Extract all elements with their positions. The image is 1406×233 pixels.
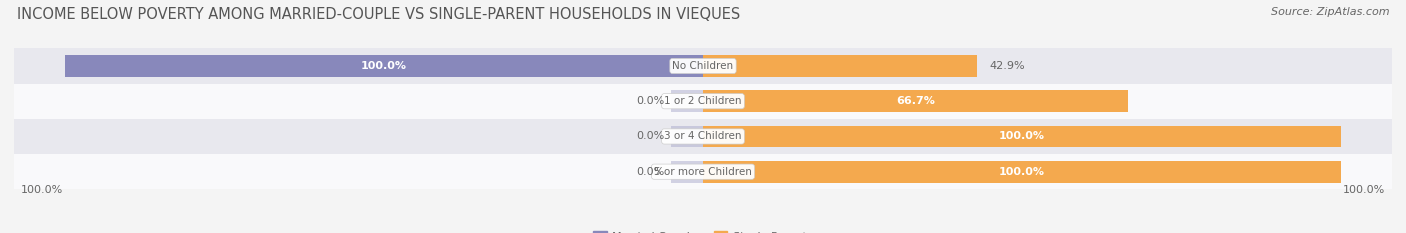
Text: 3 or 4 Children: 3 or 4 Children [664, 131, 742, 141]
Text: No Children: No Children [672, 61, 734, 71]
Bar [671, 90, 703, 112]
Text: 100.0%: 100.0% [1343, 185, 1385, 195]
Bar [65, 55, 703, 77]
Bar [703, 126, 1341, 147]
Bar [1, 84, 1405, 119]
Text: 100.0%: 100.0% [998, 131, 1045, 141]
Text: 100.0%: 100.0% [361, 61, 408, 71]
Text: 66.7%: 66.7% [896, 96, 935, 106]
Text: INCOME BELOW POVERTY AMONG MARRIED-COUPLE VS SINGLE-PARENT HOUSEHOLDS IN VIEQUES: INCOME BELOW POVERTY AMONG MARRIED-COUPL… [17, 7, 740, 22]
Bar [671, 161, 703, 183]
Text: 5 or more Children: 5 or more Children [654, 167, 752, 177]
Text: 42.9%: 42.9% [990, 61, 1025, 71]
Text: 100.0%: 100.0% [21, 185, 63, 195]
Text: 1 or 2 Children: 1 or 2 Children [664, 96, 742, 106]
Text: 0.0%: 0.0% [637, 96, 665, 106]
Bar [1, 154, 1405, 189]
Bar [703, 90, 1129, 112]
Text: 0.0%: 0.0% [637, 131, 665, 141]
Text: Source: ZipAtlas.com: Source: ZipAtlas.com [1271, 7, 1389, 17]
Bar [1, 119, 1405, 154]
Text: 100.0%: 100.0% [998, 167, 1045, 177]
Bar [703, 161, 1341, 183]
Text: 0.0%: 0.0% [637, 167, 665, 177]
Bar [671, 126, 703, 147]
Bar [703, 55, 977, 77]
Bar [1, 48, 1405, 84]
Legend: Married Couples, Single Parents: Married Couples, Single Parents [589, 227, 817, 233]
